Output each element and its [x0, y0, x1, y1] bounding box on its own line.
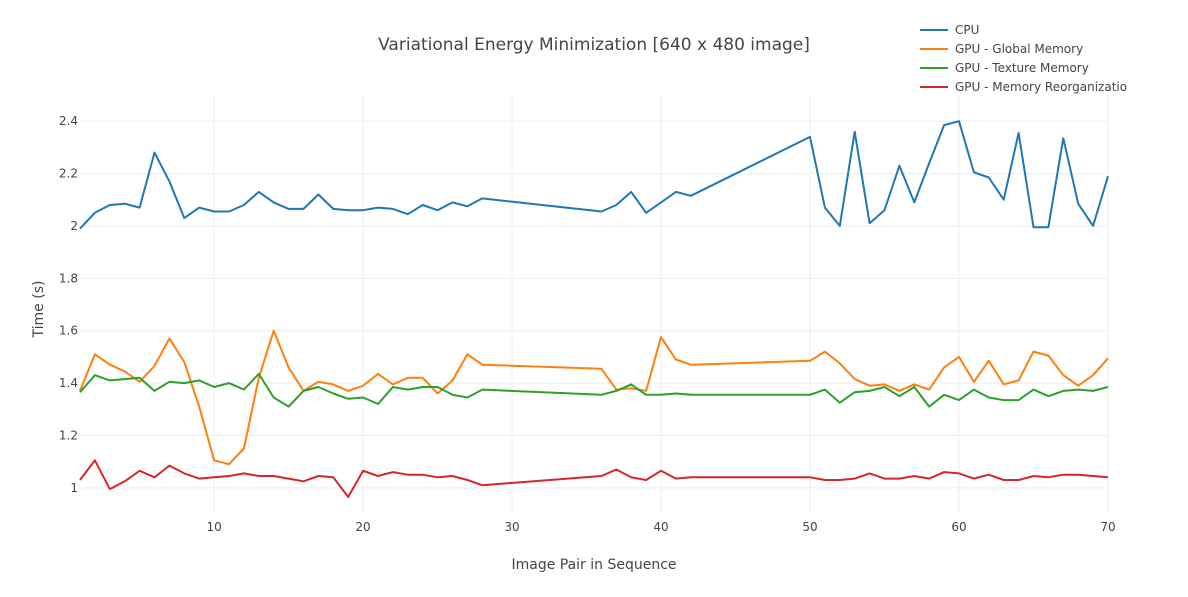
legend[interactable]: CPU GPU - Global Memory GPU - Texture Memo… — [920, 23, 1127, 94]
x-tick-label: 20 — [355, 520, 370, 534]
y-tick-label: 1.8 — [59, 271, 78, 285]
chart-title: Variational Energy Minimization [640 x 4… — [378, 35, 810, 55]
series-line-1 — [79, 120, 1109, 230]
y-axis-label: Time (s) — [31, 281, 47, 339]
x-tick-label: 60 — [951, 520, 966, 534]
legend-label: GPU - Global Memory — [955, 42, 1083, 56]
legend-label: GPU - Texture Memory — [955, 61, 1089, 75]
x-tick-label: 50 — [802, 520, 817, 534]
x-tick-label: 30 — [504, 520, 519, 534]
series-line-2 — [79, 329, 1109, 466]
legend-item[interactable]: GPU - Texture Memory — [920, 61, 1089, 75]
series-line-3 — [79, 372, 1109, 408]
gridlines — [80, 95, 1109, 514]
y-tick-label: 1 — [70, 481, 78, 495]
y-tick-label: 2.2 — [59, 167, 78, 181]
y-tick-label: 1.2 — [59, 428, 78, 442]
y-tick-label: 2.4 — [59, 114, 78, 128]
legend-label: GPU - Memory Reorganizatio — [955, 80, 1127, 94]
x-axis-label: Image Pair in Sequence — [511, 557, 676, 573]
y-tick-label: 2 — [70, 219, 78, 233]
x-axis-ticks: 10 20 30 40 50 60 70 — [206, 520, 1115, 534]
legend-item[interactable]: CPU — [920, 23, 979, 37]
series-line-4 — [79, 459, 1109, 498]
legend-item[interactable]: GPU - Global Memory — [920, 42, 1083, 56]
y-tick-label: 1.4 — [59, 376, 78, 390]
series-lines — [79, 120, 1109, 498]
legend-label: CPU — [955, 23, 979, 37]
x-tick-label: 40 — [653, 520, 668, 534]
y-tick-label: 1.6 — [59, 324, 78, 338]
x-tick-label: 70 — [1100, 520, 1115, 534]
legend-item[interactable]: GPU - Memory Reorganizatio — [920, 80, 1127, 94]
y-axis-ticks: 1 1.2 1.4 1.6 1.8 2 2.2 2.4 — [59, 114, 78, 495]
x-tick-label: 10 — [206, 520, 221, 534]
